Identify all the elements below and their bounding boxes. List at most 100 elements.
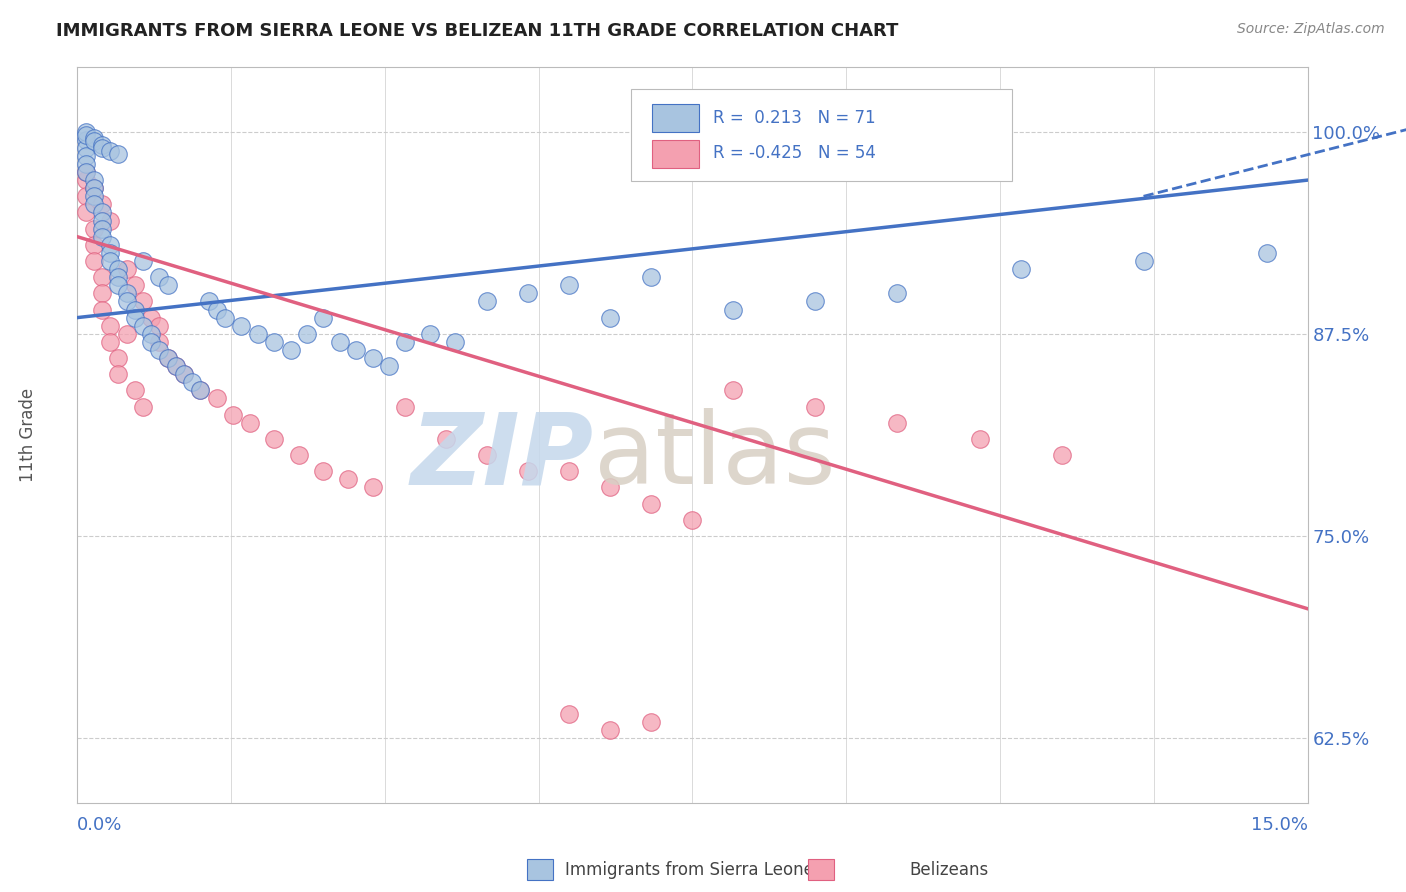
- Point: [517, 464, 540, 478]
- Point: [263, 432, 285, 446]
- Point: [558, 706, 581, 721]
- Point: [361, 351, 384, 365]
- Point: [148, 318, 170, 333]
- Text: Belizeans: Belizeans: [910, 861, 988, 879]
- Point: [165, 359, 187, 373]
- Point: [394, 400, 416, 414]
- Point: [90, 141, 114, 155]
- Point: [231, 318, 253, 333]
- Point: [75, 125, 97, 139]
- Point: [477, 294, 499, 309]
- Point: [75, 165, 97, 179]
- Point: [188, 384, 212, 398]
- Point: [107, 368, 129, 382]
- Point: [124, 310, 146, 325]
- Point: [75, 141, 97, 155]
- Point: [723, 384, 745, 398]
- Point: [558, 464, 581, 478]
- Text: 11th Grade: 11th Grade: [20, 388, 37, 482]
- Point: [148, 334, 170, 349]
- Point: [75, 205, 97, 219]
- Text: R = -0.425   N = 54: R = -0.425 N = 54: [713, 144, 876, 162]
- Point: [83, 134, 105, 148]
- Point: [115, 286, 138, 301]
- Point: [75, 149, 97, 163]
- Point: [124, 384, 146, 398]
- Point: [640, 270, 662, 285]
- Point: [98, 237, 121, 252]
- Bar: [652, 140, 699, 168]
- Point: [329, 334, 352, 349]
- Point: [141, 334, 163, 349]
- Point: [246, 326, 269, 341]
- Point: [83, 173, 105, 187]
- Point: [205, 302, 228, 317]
- Point: [165, 359, 187, 373]
- Point: [312, 310, 335, 325]
- Text: Source: ZipAtlas.com: Source: ZipAtlas.com: [1237, 22, 1385, 37]
- Point: [214, 310, 236, 325]
- Point: [288, 448, 311, 462]
- Point: [141, 310, 163, 325]
- Point: [90, 137, 114, 152]
- Point: [188, 384, 212, 398]
- Point: [107, 147, 129, 161]
- Point: [75, 165, 97, 179]
- Point: [90, 213, 114, 227]
- Point: [83, 197, 105, 211]
- Point: [75, 157, 97, 171]
- Point: [312, 464, 335, 478]
- Point: [181, 376, 204, 390]
- Point: [361, 480, 384, 494]
- Point: [886, 416, 908, 430]
- Point: [75, 173, 97, 187]
- Point: [1132, 254, 1154, 268]
- Point: [173, 368, 195, 382]
- Point: [148, 343, 170, 357]
- Point: [107, 278, 129, 293]
- Point: [599, 310, 621, 325]
- Point: [90, 229, 114, 244]
- Point: [115, 262, 138, 277]
- Point: [156, 351, 179, 365]
- Point: [83, 181, 105, 195]
- Point: [1010, 262, 1032, 277]
- Point: [239, 416, 262, 430]
- Point: [263, 334, 285, 349]
- Point: [640, 497, 662, 511]
- Point: [886, 286, 908, 301]
- Point: [75, 189, 97, 203]
- Bar: [652, 104, 699, 132]
- Point: [969, 432, 991, 446]
- Point: [141, 326, 163, 341]
- Point: [394, 334, 416, 349]
- Point: [107, 270, 129, 285]
- Point: [443, 334, 465, 349]
- Point: [156, 351, 179, 365]
- FancyBboxPatch shape: [631, 89, 1012, 181]
- Point: [83, 189, 105, 203]
- Point: [83, 237, 105, 252]
- Point: [1050, 448, 1073, 462]
- Point: [90, 286, 114, 301]
- Point: [558, 278, 581, 293]
- Point: [132, 294, 155, 309]
- Point: [1256, 246, 1278, 260]
- Point: [222, 408, 245, 422]
- Point: [132, 254, 155, 268]
- Point: [197, 294, 219, 309]
- Point: [90, 205, 114, 219]
- Point: [115, 294, 138, 309]
- Point: [378, 359, 401, 373]
- Point: [804, 294, 827, 309]
- Point: [419, 326, 441, 341]
- Point: [124, 302, 146, 317]
- Point: [98, 254, 121, 268]
- Text: atlas: atlas: [595, 409, 835, 506]
- Text: 0.0%: 0.0%: [77, 816, 122, 834]
- Point: [156, 278, 179, 293]
- Point: [90, 270, 114, 285]
- Point: [107, 262, 129, 277]
- Point: [75, 128, 97, 142]
- Point: [477, 448, 499, 462]
